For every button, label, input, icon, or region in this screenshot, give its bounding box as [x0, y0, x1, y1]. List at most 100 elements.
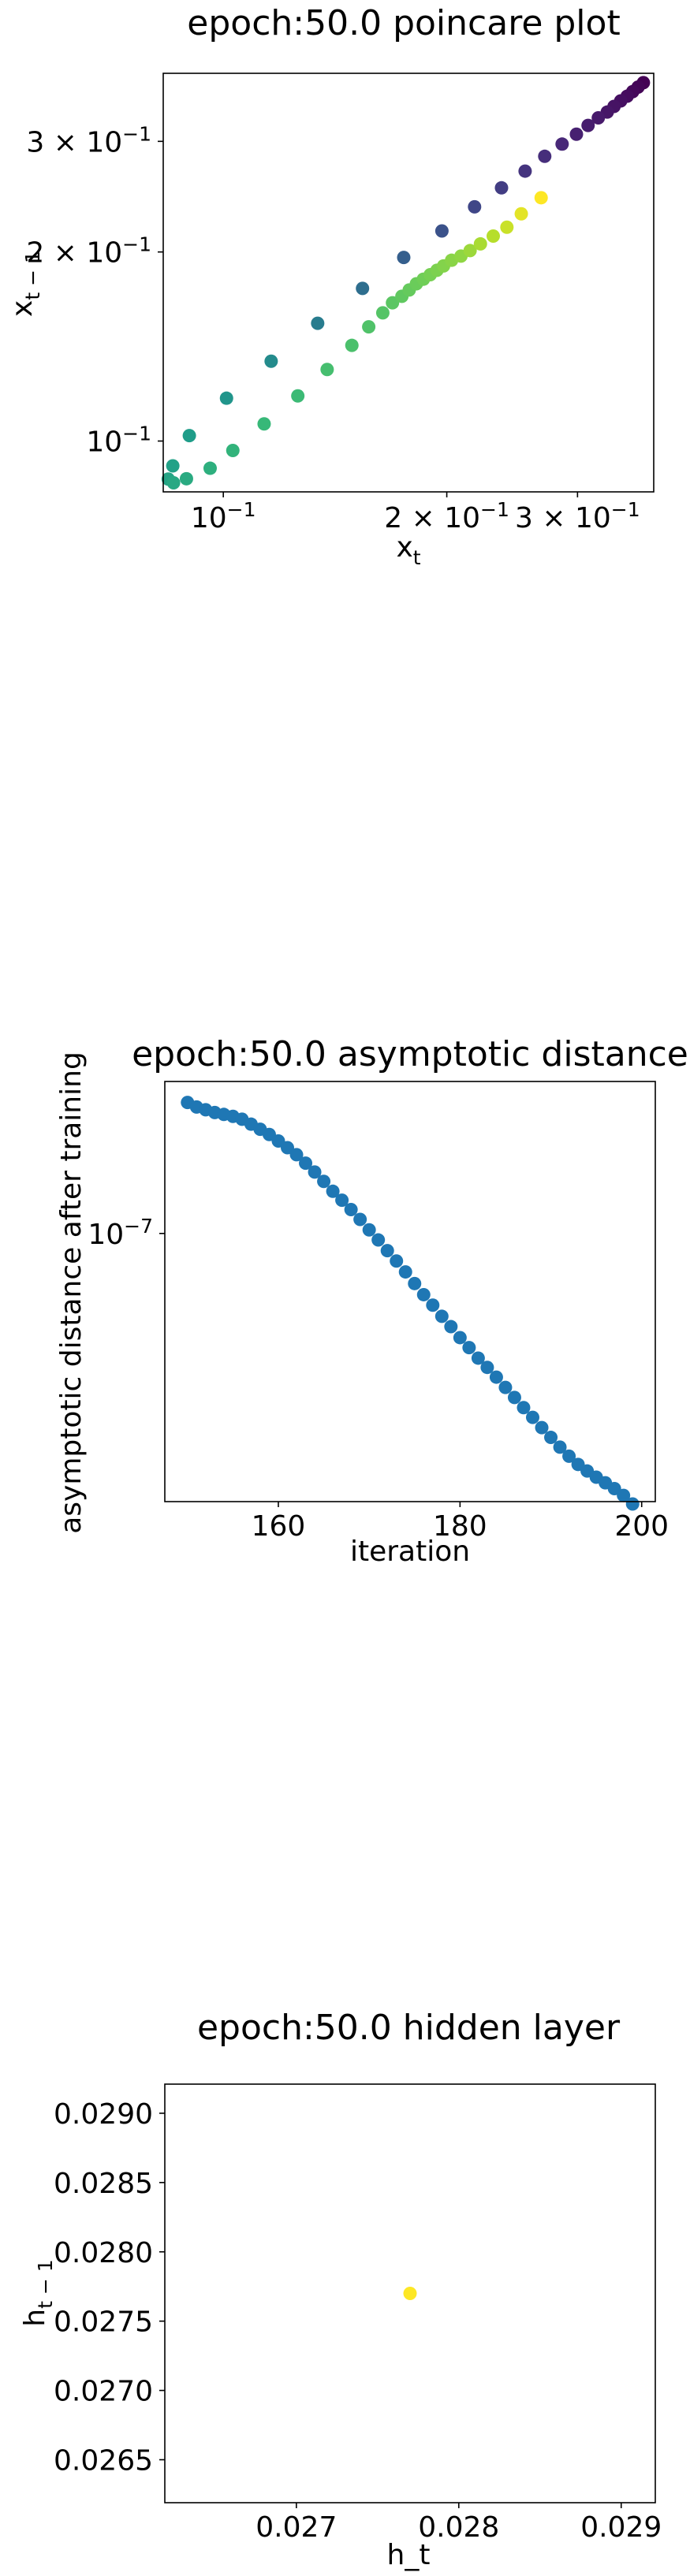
data-point [435, 224, 449, 238]
plot-frame [164, 1081, 656, 1502]
data-point [471, 1351, 485, 1365]
data-points [161, 76, 651, 490]
data-point [498, 1380, 513, 1394]
x-ticks: 10−1 2 × 10−1 3 × 10−1 [191, 492, 640, 534]
x-tick-label: 200 [614, 1510, 669, 1543]
data-point [480, 1361, 494, 1375]
data-point [179, 471, 193, 486]
data-point [468, 199, 482, 214]
data-point [553, 1440, 567, 1454]
poincare-plot-figure: epoch:50.0 poincare plot 10−1 2 × 10−1 3 ×… [6, 3, 655, 569]
data-point [426, 1298, 440, 1312]
data-point [335, 1193, 349, 1208]
data-point [371, 1233, 386, 1247]
data-points [403, 2287, 417, 2300]
data-point [535, 1420, 549, 1435]
data-point [203, 461, 217, 475]
y-ticks: 0.0265 0.0270 0.0275 0.0280 0.0285 0.0290 [54, 2098, 165, 2477]
data-point [486, 229, 500, 243]
y-axis-label: asymptotic distance after training [55, 1052, 88, 1534]
data-point [257, 417, 271, 431]
data-point [398, 1265, 412, 1279]
data-point [408, 1276, 422, 1290]
data-point [397, 251, 411, 265]
data-points [181, 1096, 640, 1511]
y-tick-label: 3 × 10−1 [26, 122, 151, 158]
data-point [317, 1174, 331, 1189]
x-tick-label: 180 [433, 1510, 487, 1543]
data-point [538, 149, 552, 163]
data-point [444, 1320, 458, 1334]
data-point [453, 1331, 467, 1345]
y-tick-label: 0.0285 [54, 2168, 153, 2200]
y-tick-label: 2 × 10−1 [26, 233, 151, 270]
x-axis-label: xt [396, 531, 420, 569]
y-tick-label: 0.0270 [54, 2376, 153, 2408]
data-point [473, 236, 487, 251]
data-point [308, 1165, 322, 1179]
data-point [544, 1431, 558, 1445]
data-point [416, 1287, 431, 1301]
data-point [326, 1184, 340, 1198]
plot-frame [164, 2083, 656, 2503]
y-tick-label: 0.0275 [54, 2306, 153, 2339]
y-tick-label: 10−7 [88, 1215, 153, 1251]
y-axis-label: xt − 1 [6, 251, 44, 317]
chart-title: epoch:50.0 poincare plot [187, 3, 620, 43]
y-axis-label: ht − 1 [19, 2259, 57, 2326]
data-point [344, 1202, 358, 1216]
data-point [494, 181, 509, 195]
y-ticks: 10−1 2 × 10−1 3 × 10−1 [26, 122, 163, 459]
data-point [375, 306, 390, 320]
data-point [500, 220, 514, 234]
data-point [617, 1488, 631, 1502]
y-tick-label: 10−1 [86, 423, 151, 459]
data-point [264, 354, 278, 368]
x-ticks: 160 180 200 [252, 1502, 669, 1543]
x-tick-label: 160 [252, 1510, 306, 1543]
data-point [380, 1244, 394, 1258]
y-tick-label: 0.0290 [54, 2098, 153, 2131]
data-point [320, 363, 334, 377]
data-point [569, 127, 584, 141]
data-point [291, 389, 305, 403]
data-point [435, 1309, 449, 1323]
x-tick-label: 0.027 [255, 2511, 337, 2544]
data-point [462, 1341, 476, 1355]
chart-title: epoch:50.0 hidden layer [197, 2008, 621, 2048]
y-tick-label: 0.0280 [54, 2237, 153, 2269]
plot-frame [162, 73, 655, 493]
data-point [514, 207, 528, 221]
data-point [345, 338, 359, 352]
x-tick-label: 3 × 10−1 [515, 498, 640, 534]
data-point [166, 476, 181, 490]
data-point [463, 244, 477, 258]
data-point [311, 316, 325, 330]
data-point [356, 281, 370, 296]
data-point [403, 2287, 417, 2300]
data-point [219, 391, 233, 405]
data-point [353, 1212, 367, 1227]
data-point [362, 1223, 376, 1237]
x-ticks: 0.027 0.028 0.029 [255, 2503, 662, 2544]
hidden-layer-figure: epoch:50.0 hidden layer 0.027 0.028 0.029 … [19, 2008, 662, 2571]
data-point [182, 429, 196, 443]
asymptotic-distance-figure: epoch:50.0 asymptotic distance 160 180 200… [55, 1034, 688, 1568]
data-point [518, 164, 532, 178]
data-point [555, 137, 569, 151]
data-point [362, 320, 376, 334]
y-ticks: 10−7 [88, 1215, 165, 1251]
data-point [166, 459, 180, 473]
data-point [281, 1141, 294, 1155]
data-point [390, 1254, 404, 1268]
data-point [517, 1401, 531, 1415]
x-tick-label: 0.029 [580, 2511, 662, 2544]
x-axis-label: h_t [387, 2539, 431, 2571]
x-tick-label: 0.028 [418, 2511, 499, 2544]
data-point [489, 1370, 503, 1384]
data-point [562, 1449, 576, 1463]
x-axis-label: iteration [350, 1536, 470, 1568]
data-point [289, 1148, 304, 1162]
data-point [581, 118, 595, 132]
x-tick-label: 10−1 [191, 498, 256, 534]
